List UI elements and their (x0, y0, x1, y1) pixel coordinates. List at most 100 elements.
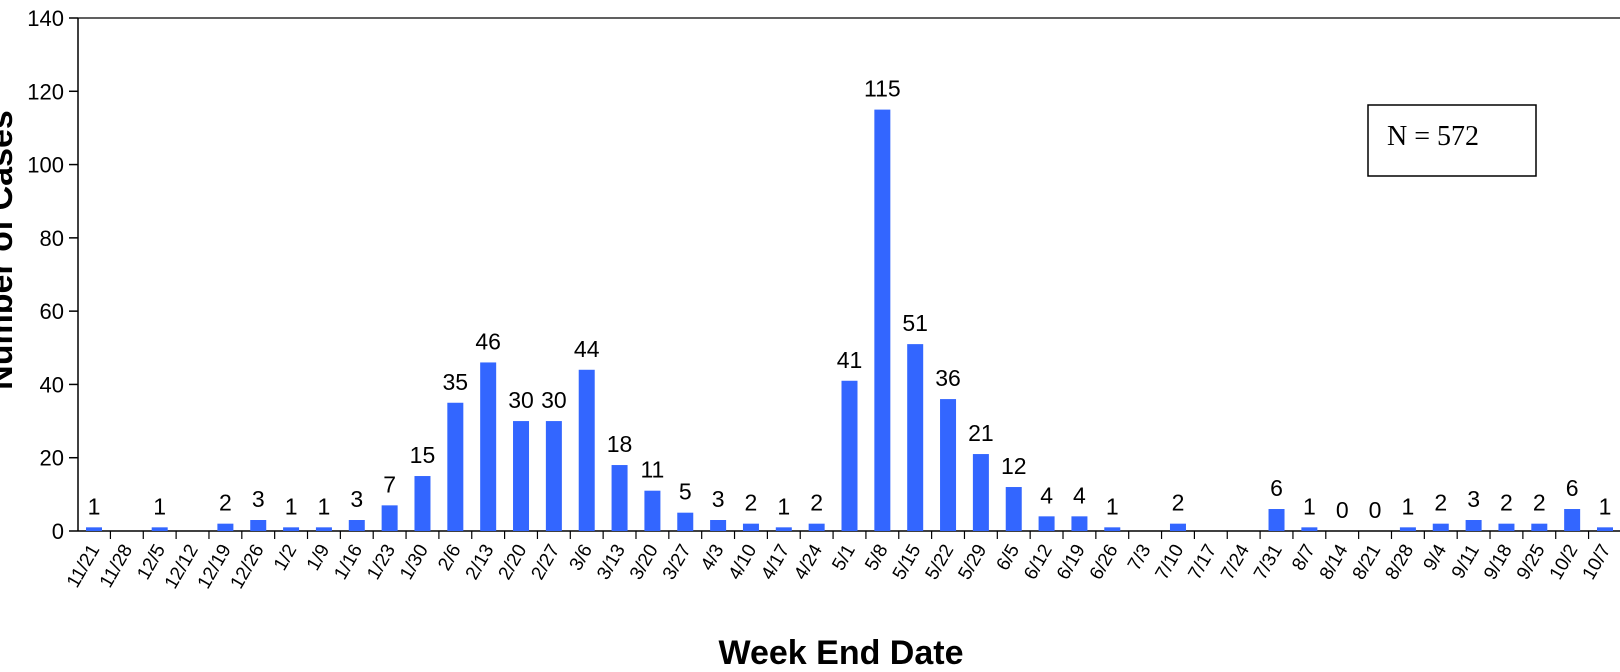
x-tick-label: 7/17 (1184, 541, 1221, 584)
n-annotation-text: N = 572 (1387, 121, 1479, 152)
bar (677, 512, 694, 531)
data-label: 3 (350, 486, 363, 512)
data-label: 11 (640, 457, 664, 483)
data-label: 51 (902, 310, 928, 336)
y-tick-label: 100 (27, 153, 64, 178)
x-tick-label: 8/7 (1288, 541, 1319, 574)
x-tick-label: 11/21 (63, 541, 104, 591)
x-tick-label: 1/2 (270, 541, 301, 574)
x-tick-label: 6/12 (1020, 541, 1057, 584)
bar (250, 520, 267, 531)
bar (381, 505, 398, 531)
x-tick-label: 3/27 (659, 541, 696, 584)
bar (841, 380, 858, 531)
bar (644, 490, 661, 531)
x-tick-label: 1/9 (303, 541, 334, 574)
bar (315, 527, 332, 531)
data-label: 2 (1533, 490, 1546, 516)
bar (1005, 487, 1022, 531)
data-label: 6 (1270, 475, 1283, 501)
bars (86, 109, 1613, 531)
bar (611, 465, 628, 531)
data-label: 7 (383, 471, 396, 497)
data-label: 15 (410, 442, 436, 468)
y-tick-label: 60 (40, 299, 64, 324)
data-label: 2 (1500, 490, 1513, 516)
x-tick-label: 1/23 (363, 541, 400, 584)
x-tick-label: 1/30 (396, 541, 433, 584)
x-tick-label: 2/6 (434, 541, 465, 574)
x-tick-label: 7/10 (1152, 541, 1189, 584)
data-label: 1 (88, 493, 101, 519)
bar (414, 476, 431, 531)
x-tick-label: 12/26 (227, 541, 269, 593)
data-label: 1 (777, 493, 790, 519)
y-tick-label: 80 (40, 226, 64, 251)
data-label: 115 (864, 76, 901, 102)
data-label: 18 (607, 431, 633, 457)
data-label: 5 (679, 479, 692, 505)
x-tick-label: 7/3 (1124, 541, 1155, 574)
data-label: 3 (252, 486, 265, 512)
bar (1301, 527, 1318, 531)
x-tick-label: 3/6 (566, 541, 597, 574)
data-label: 12 (1001, 453, 1027, 479)
x-tick-label: 8/14 (1316, 541, 1353, 584)
data-label: 21 (968, 420, 994, 446)
data-label: 6 (1566, 475, 1579, 501)
bar (447, 402, 464, 531)
data-label: 4 (1040, 482, 1053, 508)
data-label: 4 (1073, 482, 1086, 508)
y-tick-label: 140 (27, 6, 64, 31)
bar (578, 369, 595, 531)
data-label: 2 (1434, 490, 1447, 516)
x-tick-label: 7/31 (1250, 541, 1287, 584)
y-axis-title: Number of Cases (0, 110, 20, 390)
data-label: 44 (574, 336, 600, 362)
bar (1498, 523, 1515, 531)
x-tick-label: 10/7 (1579, 541, 1616, 584)
data-label: 0 (1369, 497, 1382, 523)
x-tick-label: 6/19 (1053, 541, 1090, 584)
bar (1268, 509, 1285, 531)
x-tick-label: 5/1 (828, 541, 859, 574)
bar (1465, 520, 1482, 531)
data-label: 0 (1336, 497, 1349, 523)
data-label: 1 (318, 493, 331, 519)
x-tick-label: 2/27 (528, 541, 565, 584)
data-label: 41 (837, 347, 863, 373)
x-tick-label: 4/17 (757, 541, 794, 584)
bar (1169, 523, 1186, 531)
x-tick-label: 11/28 (96, 541, 137, 591)
bar (874, 109, 891, 531)
x-tick-label: 7/24 (1217, 541, 1254, 584)
data-label: 46 (475, 328, 501, 354)
x-tick-label: 9/25 (1513, 541, 1550, 584)
data-label: 1 (1303, 493, 1316, 519)
data-label: 3 (1467, 486, 1480, 512)
data-label: 30 (541, 387, 567, 413)
bar (151, 527, 168, 531)
x-tick-label: 6/5 (993, 541, 1024, 574)
bar (1564, 509, 1581, 531)
bar (710, 520, 727, 531)
data-label: 3 (712, 486, 725, 512)
bar (86, 527, 102, 531)
bar (1432, 523, 1449, 531)
x-tick-label: 9/11 (1448, 541, 1484, 582)
bar (1038, 516, 1055, 531)
n-annotation-box: N = 572 (1367, 104, 1537, 177)
y-tick-label: 120 (27, 79, 64, 104)
bar (972, 454, 989, 531)
x-tick-label: 6/26 (1086, 541, 1123, 584)
data-label: 1 (1402, 493, 1415, 519)
x-tick-label: 5/8 (861, 541, 892, 574)
data-label: 35 (443, 369, 469, 395)
y-tick-label: 0 (52, 519, 64, 544)
x-tick-label: 1/16 (330, 541, 367, 584)
bar (1071, 516, 1088, 531)
